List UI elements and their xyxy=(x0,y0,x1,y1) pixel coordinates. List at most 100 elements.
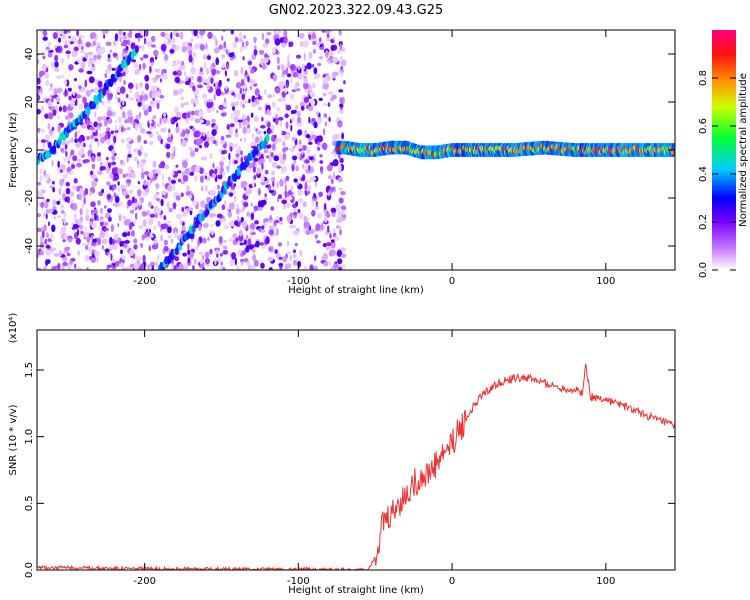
noise-blob xyxy=(249,85,252,91)
noise-blob xyxy=(113,186,117,191)
noise-blob xyxy=(105,41,112,46)
noise-blob xyxy=(249,222,256,230)
noise-blob xyxy=(226,207,230,211)
noise-blob xyxy=(81,140,84,149)
noise-blob xyxy=(321,255,326,261)
noise-blob xyxy=(199,144,202,149)
noise-blob xyxy=(265,184,270,188)
noise-blob xyxy=(91,180,97,188)
noise-blob xyxy=(75,142,81,148)
noise-blob xyxy=(194,43,199,50)
noise-blob xyxy=(251,101,257,108)
noise-blob xyxy=(100,115,107,121)
noise-blob xyxy=(233,195,237,201)
noise-blob xyxy=(183,102,190,106)
noise-blob xyxy=(313,121,318,129)
noise-blob xyxy=(302,72,305,80)
noise-blob xyxy=(97,139,100,148)
noise-blob xyxy=(133,148,138,153)
noise-blob xyxy=(140,57,144,61)
noise-blob xyxy=(337,176,343,183)
noise-blob xyxy=(47,112,54,120)
noise-blob xyxy=(63,217,67,226)
noise-blob xyxy=(85,231,88,240)
noise-blob xyxy=(133,219,136,225)
noise-blob xyxy=(188,207,194,211)
noise-blob xyxy=(101,238,108,245)
spectrogram-y-ticks: -40 -20 0 20 40 xyxy=(24,48,675,254)
noise-blob xyxy=(163,246,169,252)
noise-blob xyxy=(111,161,117,166)
noise-blob xyxy=(228,202,235,210)
noise-blob xyxy=(145,83,149,91)
noise-blob xyxy=(91,211,96,216)
noise-blob xyxy=(224,199,227,207)
noise-blob xyxy=(97,200,101,206)
noise-blob xyxy=(268,229,275,236)
noise-blob xyxy=(240,66,244,75)
noise-blob xyxy=(292,155,298,161)
noise-blob xyxy=(156,101,160,110)
noise-blob xyxy=(243,258,249,263)
noise-blob xyxy=(97,170,103,175)
noise-blob xyxy=(78,43,82,48)
noise-blob xyxy=(215,70,221,75)
noise-blob xyxy=(101,30,107,36)
noise-blob xyxy=(254,183,257,188)
noise-blob xyxy=(215,220,221,227)
noise-blob xyxy=(132,202,136,211)
noise-blob xyxy=(89,245,93,254)
noise-blob xyxy=(162,182,165,187)
noise-blob xyxy=(52,186,56,193)
noise-blob xyxy=(330,38,335,44)
noise-blob xyxy=(278,152,283,160)
noise-blob xyxy=(182,174,189,182)
noise-blob xyxy=(45,134,50,141)
noise-blob xyxy=(286,81,289,89)
noise-blob xyxy=(339,42,342,51)
noise-blob xyxy=(89,134,95,140)
noise-blob xyxy=(44,71,49,79)
noise-blob xyxy=(43,200,49,209)
noise-blob xyxy=(127,166,133,172)
noise-blob xyxy=(123,31,126,36)
noise-blob xyxy=(260,125,266,129)
noise-blob xyxy=(114,196,120,203)
noise-blob xyxy=(94,90,99,94)
noise-blob xyxy=(327,246,331,250)
noise-blob xyxy=(261,225,265,230)
noise-blob xyxy=(211,35,217,40)
noise-blob xyxy=(159,213,163,219)
noise-blob xyxy=(107,53,111,59)
noise-blob xyxy=(60,147,64,153)
snr-y-tick-label: 0.5 xyxy=(24,495,35,511)
noise-blob xyxy=(252,254,256,261)
noise-blob xyxy=(120,138,125,144)
noise-blob xyxy=(206,100,212,109)
noise-blob xyxy=(154,56,158,60)
noise-blob xyxy=(91,163,96,170)
noise-blob xyxy=(145,30,149,37)
noise-blob xyxy=(134,91,140,100)
noise-blob xyxy=(80,49,85,54)
noise-blob xyxy=(149,65,152,74)
noise-blob xyxy=(77,137,83,143)
noise-blob xyxy=(257,169,260,174)
noise-blob xyxy=(301,145,307,151)
noise-blob xyxy=(73,213,77,221)
noise-blob xyxy=(290,76,293,84)
noise-blob xyxy=(43,211,46,218)
noise-blob xyxy=(125,183,129,188)
noise-blob xyxy=(165,143,171,150)
noise-blob xyxy=(331,178,334,185)
noise-blob xyxy=(148,120,153,124)
noise-blob xyxy=(51,126,55,131)
noise-blob xyxy=(141,211,147,217)
noise-blob xyxy=(311,160,315,163)
noise-blob xyxy=(310,130,314,137)
noise-blob xyxy=(84,79,88,88)
noise-blob xyxy=(83,232,86,237)
noise-blob xyxy=(65,247,68,251)
noise-blob xyxy=(339,55,344,62)
noise-blob xyxy=(143,54,149,59)
